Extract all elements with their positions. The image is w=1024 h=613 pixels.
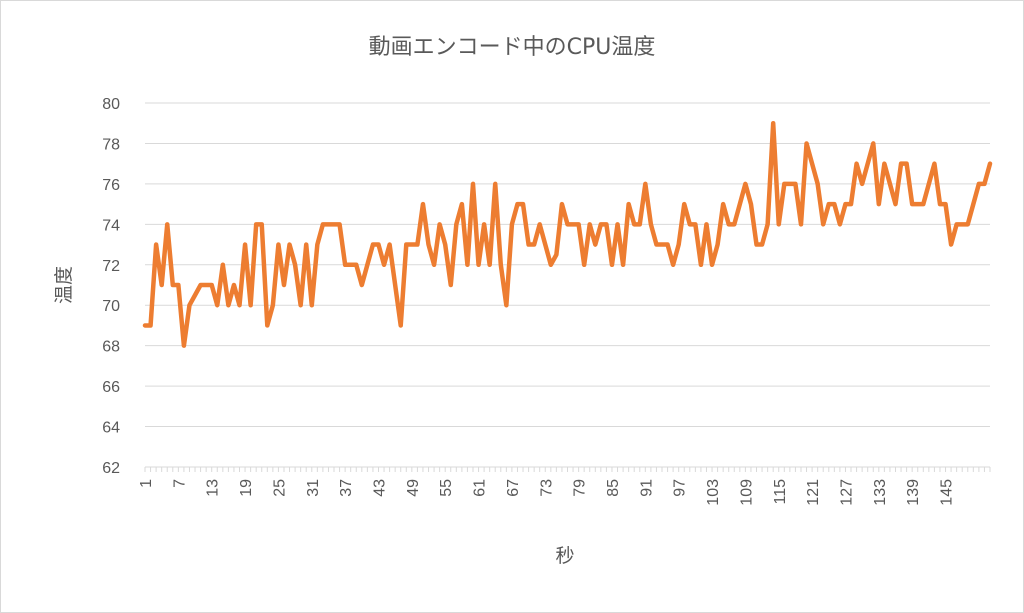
y-tick-label: 62	[102, 460, 120, 477]
x-tick-label: 31	[305, 479, 322, 497]
x-tick-label: 79	[572, 479, 589, 497]
y-axis-label: 温度	[53, 266, 75, 304]
x-tick-label: 19	[238, 479, 255, 497]
x-tick-label: 145	[939, 479, 956, 506]
x-tick-label: 61	[472, 479, 489, 497]
x-tick-label: 49	[405, 479, 422, 497]
x-tick-label: 73	[538, 479, 555, 497]
x-tick-label: 139	[905, 479, 922, 506]
x-axis-label: 秒	[555, 545, 574, 567]
x-tick-label: 103	[705, 479, 722, 506]
x-tick-label: 43	[371, 479, 388, 497]
x-tick-label: 133	[872, 479, 889, 506]
x-tick-label: 91	[638, 479, 655, 497]
x-tick-label: 37	[338, 479, 355, 497]
y-tick-label: 64	[102, 420, 120, 437]
x-tick-label: 121	[805, 479, 822, 506]
x-tick-label: 7	[171, 479, 188, 488]
y-tick-label: 80	[102, 96, 120, 113]
y-tick-label: 70	[102, 298, 120, 315]
x-tick-label: 67	[505, 479, 522, 497]
y-tick-label: 66	[102, 379, 120, 396]
y-tick-label: 74	[102, 217, 120, 234]
x-tick-label: 13	[205, 479, 222, 497]
y-tick-label: 78	[102, 136, 120, 153]
y-tick-label: 68	[102, 339, 120, 356]
series-line-cpu-temperature	[142, 120, 993, 348]
x-tick-label: 127	[838, 479, 855, 506]
x-tick-label: 97	[672, 479, 689, 497]
x-tick-label: 115	[772, 479, 789, 505]
x-tick-label: 1	[138, 479, 155, 488]
y-tick-label: 72	[102, 258, 120, 275]
x-tick-label: 109	[738, 479, 755, 506]
y-tick-label: 76	[102, 177, 120, 194]
x-tick-label: 55	[438, 479, 455, 497]
x-tick-label: 25	[271, 479, 288, 497]
chart-title: 動画エンコード中のCPU温度	[369, 35, 656, 60]
x-tick-label: 85	[605, 479, 622, 497]
